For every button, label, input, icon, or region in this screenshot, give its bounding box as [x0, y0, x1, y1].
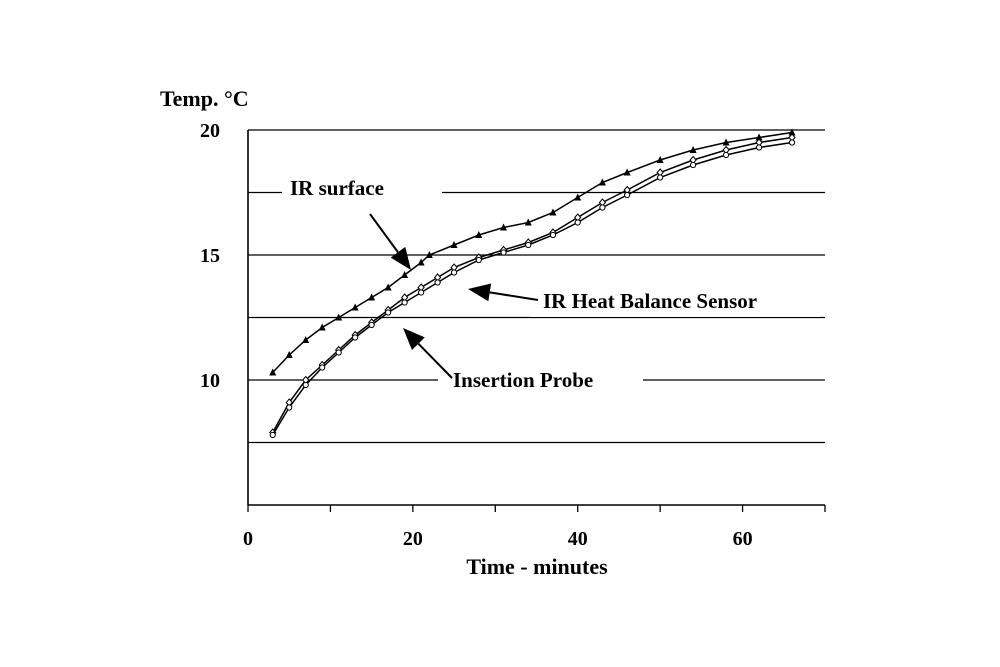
data-point	[368, 321, 375, 329]
data-point	[368, 293, 376, 301]
x-axis-label: Time - minutes	[466, 554, 608, 579]
data-point	[269, 368, 277, 376]
series-1	[269, 128, 796, 376]
x-tick-label-0: 0	[243, 528, 253, 550]
annotation-bg-1	[282, 172, 442, 204]
data-point	[599, 204, 606, 211]
data-point	[623, 168, 631, 176]
data-point	[755, 144, 763, 151]
data-point	[524, 218, 532, 226]
annotation-label-2: IR Heat Balance Sensor	[543, 289, 757, 313]
data-point	[624, 191, 631, 199]
annotation-arrow-2	[489, 291, 539, 301]
data-point	[417, 258, 425, 266]
data-point	[755, 133, 763, 141]
y-tick-label-15: 15	[200, 245, 220, 267]
data-point	[475, 256, 482, 264]
series-line-1	[272, 131, 793, 374]
data-point	[450, 269, 458, 276]
annotation-label-3: Insertion Probe	[453, 368, 593, 392]
data-point	[574, 219, 581, 226]
annotation-bg-2	[530, 285, 820, 317]
data-point	[302, 381, 309, 389]
data-point	[434, 279, 441, 286]
annotation-arrow-3	[417, 343, 453, 379]
data-point	[689, 146, 697, 153]
data-point	[418, 289, 425, 296]
data-point	[656, 156, 664, 163]
annotation-arrow-1	[369, 213, 399, 253]
data-point	[549, 231, 557, 239]
data-point	[549, 208, 557, 216]
y-axis-label: Temp. °C	[160, 86, 249, 111]
annotation-arrowhead-2	[468, 283, 492, 302]
data-point	[574, 193, 582, 201]
data-point	[690, 161, 697, 169]
axes: 0 20 40 60 10 15 20	[200, 120, 826, 550]
data-point	[352, 334, 359, 341]
data-point	[657, 174, 664, 181]
data-point	[598, 178, 606, 186]
data-point	[450, 241, 458, 248]
y-tick-label-20: 20	[200, 120, 220, 142]
data-point	[500, 223, 508, 231]
x-tick-label-20: 20	[403, 528, 423, 550]
data-point	[285, 351, 293, 358]
x-tick-label-60: 60	[733, 528, 753, 550]
data-point	[384, 283, 392, 291]
data-point	[788, 139, 796, 146]
annotation-arrowhead-1	[390, 246, 411, 270]
data-point	[722, 138, 730, 146]
data-point	[351, 303, 359, 311]
data-point	[286, 404, 293, 411]
data-point	[722, 151, 730, 159]
data-point	[500, 249, 507, 256]
data-point	[302, 336, 310, 343]
data-point	[335, 313, 343, 321]
data-point	[318, 323, 326, 331]
data-point	[425, 251, 433, 258]
y-tick-label-10: 10	[200, 370, 220, 392]
series-line-3	[272, 141, 793, 436]
data-point	[269, 431, 276, 439]
data-point	[385, 309, 392, 316]
data-point	[401, 299, 408, 306]
series-group	[269, 128, 796, 439]
annotation-label-1: IR surface	[290, 176, 384, 200]
data-point	[788, 128, 796, 136]
series-3	[269, 139, 796, 439]
annotations: IR surface IR Heat Balance Sensor Insertio…	[282, 172, 820, 397]
annotation-arrowhead-3	[403, 328, 425, 351]
annotation-bg-3	[438, 365, 643, 397]
data-point	[401, 271, 409, 278]
x-tick-label-40: 40	[568, 528, 588, 550]
data-point	[475, 231, 483, 238]
data-point	[319, 364, 326, 371]
data-point	[335, 349, 342, 356]
data-point	[525, 241, 532, 249]
